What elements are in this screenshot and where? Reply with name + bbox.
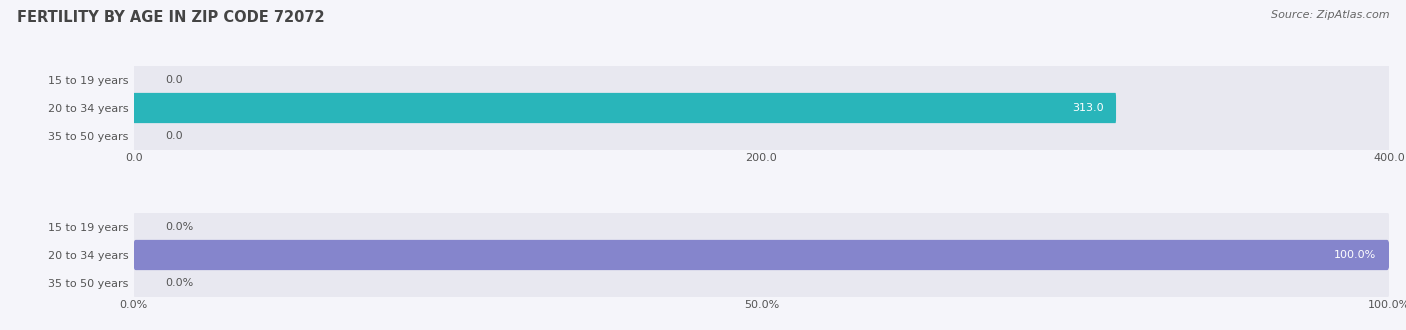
Text: 313.0: 313.0 (1071, 103, 1104, 113)
FancyBboxPatch shape (134, 240, 1389, 270)
FancyBboxPatch shape (134, 93, 1389, 123)
Text: 100.0%: 100.0% (1334, 250, 1376, 260)
Text: 0.0%: 0.0% (165, 222, 193, 232)
FancyBboxPatch shape (134, 65, 1389, 95)
Text: 0.0: 0.0 (165, 131, 183, 141)
FancyBboxPatch shape (134, 212, 1389, 242)
Text: Source: ZipAtlas.com: Source: ZipAtlas.com (1271, 10, 1389, 20)
Text: 0.0: 0.0 (165, 75, 183, 85)
Text: 0.0%: 0.0% (165, 278, 193, 288)
FancyBboxPatch shape (134, 240, 1389, 270)
FancyBboxPatch shape (134, 121, 1389, 151)
FancyBboxPatch shape (134, 268, 1389, 298)
Text: FERTILITY BY AGE IN ZIP CODE 72072: FERTILITY BY AGE IN ZIP CODE 72072 (17, 10, 325, 25)
FancyBboxPatch shape (134, 93, 1116, 123)
